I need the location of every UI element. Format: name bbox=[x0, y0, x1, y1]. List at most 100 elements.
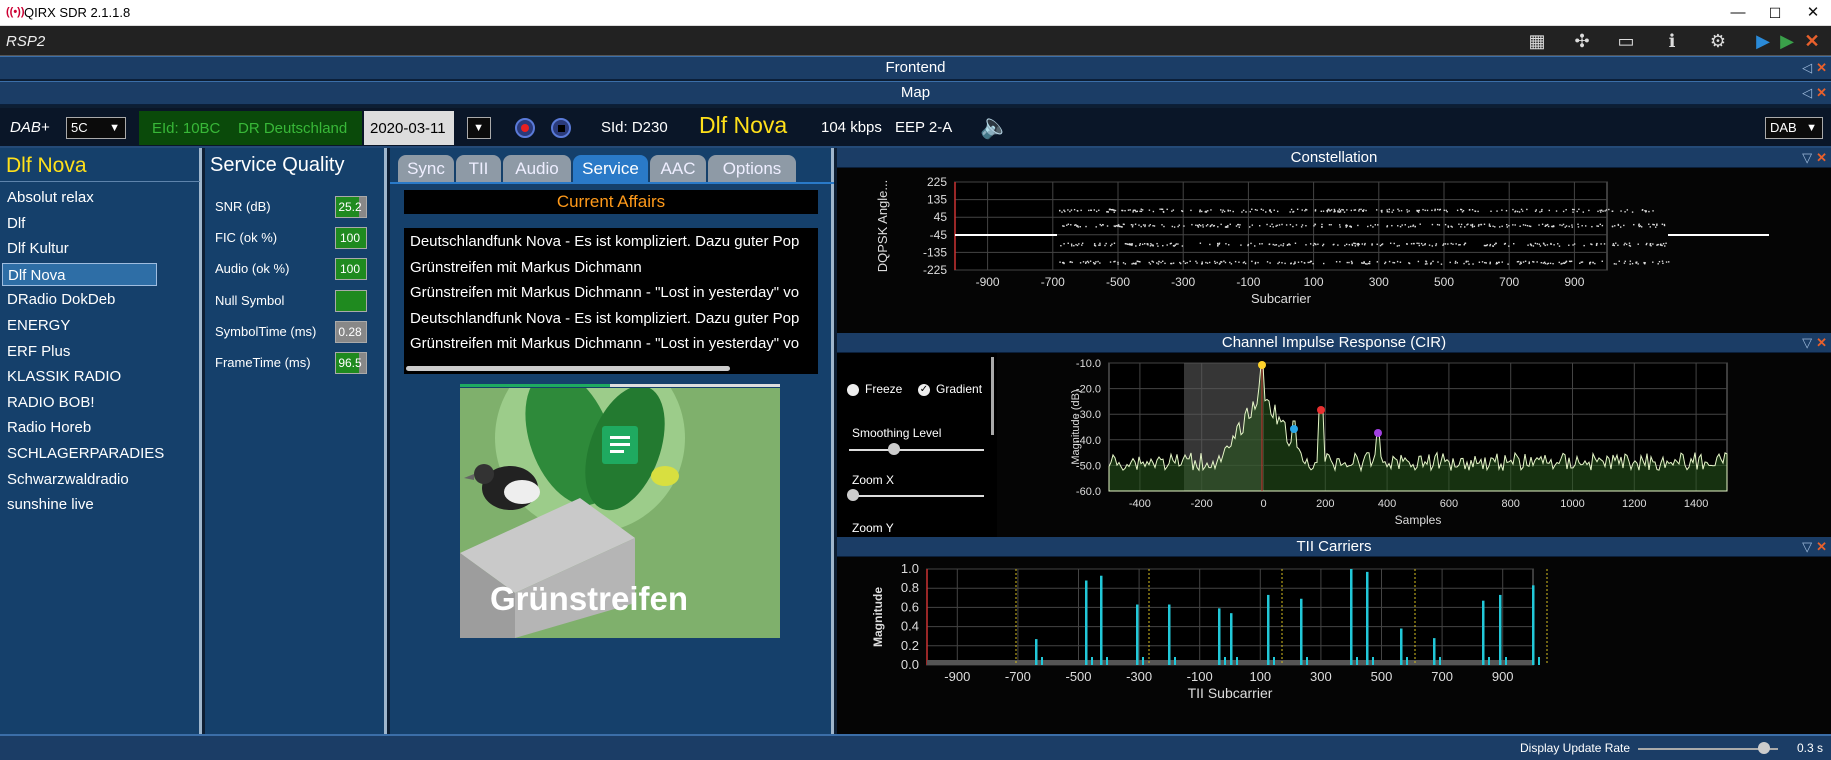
stop-record-button[interactable] bbox=[551, 118, 571, 138]
constellation-point bbox=[1153, 225, 1156, 227]
constellation-point bbox=[1269, 225, 1272, 228]
constellation-point bbox=[1095, 261, 1097, 263]
channel-item[interactable]: sunshine live bbox=[7, 496, 94, 514]
constellation-point bbox=[1484, 261, 1486, 264]
speaker-icon[interactable]: 🔈 bbox=[980, 113, 1010, 140]
constellation-point bbox=[1300, 261, 1303, 263]
tab-service[interactable]: Service bbox=[573, 155, 648, 183]
gradient-label: Gradient bbox=[936, 382, 983, 396]
constellation-point bbox=[1568, 225, 1570, 228]
window-icon[interactable]: ▭ bbox=[1617, 31, 1635, 51]
constellation-point bbox=[1268, 243, 1271, 246]
constellation-point bbox=[1361, 210, 1364, 212]
gradient-checkbox[interactable]: ✓ bbox=[918, 384, 930, 396]
maximize-button[interactable]: ☐ bbox=[1768, 5, 1782, 21]
constellation-point bbox=[1141, 209, 1144, 211]
constellation-point bbox=[1179, 261, 1181, 264]
collapse-icon[interactable]: ▽ bbox=[1802, 335, 1813, 350]
controls-scrollbar[interactable] bbox=[991, 357, 994, 435]
constellation-point bbox=[1131, 263, 1133, 265]
channel-item[interactable]: Dlf bbox=[7, 214, 26, 232]
channel-item[interactable]: ENERGY bbox=[7, 317, 71, 334]
x-axis-label: Subcarrier bbox=[1251, 291, 1312, 306]
minimize-button[interactable]: — bbox=[1730, 4, 1746, 21]
frontend-panel-header[interactable]: Frontend ◁ ✕ bbox=[0, 56, 1831, 80]
y-tick-label: -40.0 bbox=[1076, 435, 1101, 447]
tab-audio[interactable]: Audio bbox=[503, 155, 571, 183]
constellation-point bbox=[1614, 225, 1616, 227]
channel-select[interactable]: 5C ▼ bbox=[66, 117, 126, 139]
collapse-icon[interactable]: ▽ bbox=[1802, 539, 1813, 554]
constellation-point bbox=[1374, 224, 1376, 226]
constellation-point bbox=[1546, 263, 1548, 265]
constellation-point bbox=[1121, 209, 1123, 212]
constellation-point bbox=[1447, 225, 1449, 227]
channel-list-header: Dlf Nova bbox=[6, 154, 87, 177]
close-icon[interactable]: ✕ bbox=[1816, 60, 1827, 75]
channel-item[interactable]: Dlf Nova bbox=[2, 262, 157, 286]
constellation-point bbox=[1458, 244, 1460, 246]
collapse-icon[interactable]: ▽ bbox=[1802, 150, 1813, 165]
channel-item[interactable]: Schwarzwaldradio bbox=[7, 470, 129, 488]
dab-select[interactable]: DAB ▼ bbox=[1765, 117, 1823, 139]
close-icon[interactable]: ✕ bbox=[1816, 335, 1827, 350]
smoothing-slider[interactable] bbox=[849, 449, 984, 451]
constellation-point bbox=[1583, 244, 1585, 247]
play-icon[interactable]: ▶ bbox=[1756, 31, 1770, 51]
close-window-button[interactable]: ✕ bbox=[1806, 4, 1820, 21]
constellation-point bbox=[1528, 262, 1530, 265]
play-green-icon[interactable]: ▶ bbox=[1780, 31, 1794, 51]
collapse-icon[interactable]: ◁ bbox=[1802, 60, 1813, 75]
tab-aac[interactable]: AAC bbox=[650, 155, 706, 183]
constellation-point bbox=[1656, 224, 1658, 227]
channel-item[interactable]: Absolut relax bbox=[7, 189, 94, 206]
channel-item[interactable]: KLASSIK RADIO bbox=[7, 368, 122, 386]
update-rate-slider[interactable] bbox=[1638, 748, 1778, 750]
date-dropdown[interactable]: ▼ bbox=[467, 117, 491, 139]
channel-item[interactable]: Dlf Kultur bbox=[7, 240, 69, 258]
constellation-point bbox=[1455, 243, 1457, 245]
close-icon[interactable]: ✕ bbox=[1816, 539, 1827, 554]
map-panel-header[interactable]: Map ◁ ✕ bbox=[0, 81, 1831, 105]
freeze-radio[interactable] bbox=[847, 384, 859, 396]
constellation-point bbox=[1254, 245, 1256, 247]
constellation-point bbox=[1492, 245, 1494, 247]
close-icon[interactable]: ✕ bbox=[1816, 150, 1827, 165]
tab-options[interactable]: Options bbox=[708, 155, 796, 183]
zoomx-slider[interactable] bbox=[849, 495, 984, 497]
constellation-point bbox=[1321, 223, 1323, 226]
constellation-point bbox=[1238, 226, 1241, 228]
constellation-point bbox=[1416, 242, 1418, 245]
constellation-point bbox=[1557, 243, 1559, 245]
constellation-point bbox=[1148, 261, 1150, 264]
constellation-point bbox=[1076, 244, 1079, 247]
channel-item[interactable]: DRadio DokDeb bbox=[7, 291, 116, 309]
constellation-point bbox=[1362, 262, 1364, 264]
channel-item[interactable]: SCHLAGERPARADIES bbox=[7, 445, 165, 462]
tab-tii[interactable]: TII bbox=[456, 155, 501, 183]
update-rate-thumb[interactable] bbox=[1758, 742, 1770, 754]
constellation-point bbox=[1506, 223, 1508, 226]
constellation-point bbox=[1512, 224, 1514, 226]
constellation-point bbox=[1360, 208, 1362, 211]
constellation-point bbox=[1591, 243, 1593, 246]
channel-item[interactable]: Radio Horeb bbox=[7, 419, 92, 437]
gear-icon[interactable]: ⚙ bbox=[1709, 31, 1727, 51]
tab-sync[interactable]: Sync bbox=[398, 155, 454, 183]
satellite-icon[interactable]: ✣ bbox=[1574, 31, 1590, 51]
constellation-point bbox=[1579, 262, 1581, 265]
stop-icon[interactable]: ✕ bbox=[1804, 31, 1820, 51]
channel-item[interactable]: ERF Plus bbox=[7, 342, 71, 360]
info-icon[interactable]: ℹ bbox=[1668, 31, 1676, 51]
dls-scrollbar[interactable] bbox=[406, 366, 730, 371]
channel-item[interactable]: RADIO BOB! bbox=[7, 393, 95, 411]
close-icon[interactable]: ✕ bbox=[1816, 85, 1827, 100]
constellation-point bbox=[1564, 226, 1566, 228]
quality-meter-fill bbox=[336, 259, 366, 280]
collapse-icon[interactable]: ◁ bbox=[1802, 85, 1813, 100]
constellation-point bbox=[1195, 224, 1197, 226]
record-button[interactable] bbox=[515, 118, 535, 138]
zoomx-slider-thumb[interactable] bbox=[847, 489, 859, 501]
smoothing-slider-thumb[interactable] bbox=[888, 443, 900, 455]
map-icon[interactable]: ▦ bbox=[1528, 31, 1546, 51]
